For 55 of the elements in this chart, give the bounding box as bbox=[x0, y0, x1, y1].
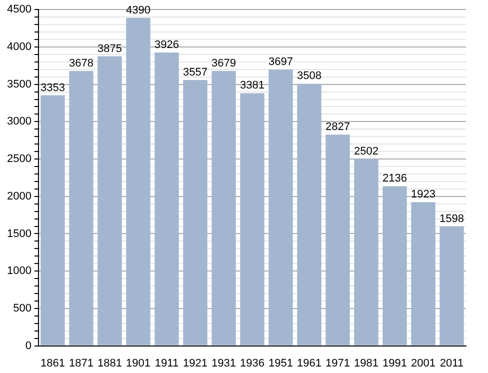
x-tick-label: 1871 bbox=[68, 357, 94, 370]
x-tick-label: 1971 bbox=[326, 357, 350, 370]
y-tick-label: 4000 bbox=[6, 40, 32, 53]
data-label: 4390 bbox=[126, 4, 150, 16]
bar bbox=[411, 202, 436, 346]
x-tick-label: 1921 bbox=[182, 357, 208, 370]
data-label: 2136 bbox=[382, 172, 407, 185]
y-tick-label: 1500 bbox=[6, 228, 32, 240]
bar bbox=[212, 70, 236, 346]
bar bbox=[126, 18, 150, 346]
data-label: 3697 bbox=[268, 56, 293, 68]
bar bbox=[440, 226, 464, 346]
y-tick-label: 3000 bbox=[6, 116, 32, 128]
bar bbox=[98, 56, 122, 346]
y-tick-label: 0 bbox=[25, 340, 32, 352]
x-tick-label: 2001 bbox=[411, 357, 436, 370]
data-label: 3508 bbox=[296, 70, 322, 82]
data-label: 3679 bbox=[211, 57, 236, 70]
bar bbox=[297, 84, 322, 346]
y-tick-label: 2500 bbox=[6, 153, 32, 166]
x-tick-label: 2011 bbox=[440, 357, 464, 370]
y-tick-label: 1000 bbox=[6, 265, 32, 278]
y-tick-label: 500 bbox=[13, 302, 32, 314]
x-tick-label: 1981 bbox=[354, 357, 378, 370]
x-tick-label: 1991 bbox=[382, 357, 407, 370]
x-tick-label: 1881 bbox=[97, 357, 122, 370]
x-tick-label: 1961 bbox=[296, 357, 322, 370]
x-tick-label: 1951 bbox=[268, 357, 293, 370]
data-label: 3678 bbox=[68, 58, 94, 70]
bar bbox=[240, 93, 264, 346]
data-label: 3381 bbox=[240, 80, 264, 92]
y-tick-label: 4500 bbox=[6, 4, 32, 16]
x-tick-label: 1931 bbox=[211, 357, 236, 370]
data-label: 3557 bbox=[182, 66, 208, 79]
x-tick-label: 1911 bbox=[154, 357, 179, 370]
data-label: 3353 bbox=[40, 82, 65, 94]
data-label: 1923 bbox=[411, 188, 436, 201]
bar bbox=[268, 70, 293, 346]
data-label: 3926 bbox=[154, 39, 179, 52]
data-label: 2502 bbox=[354, 145, 378, 158]
bar bbox=[382, 186, 407, 346]
data-label: 1598 bbox=[440, 212, 464, 225]
data-label: 3875 bbox=[97, 42, 122, 55]
bar bbox=[69, 71, 94, 346]
y-tick-label: 2000 bbox=[6, 190, 32, 202]
x-tick-label: 1901 bbox=[126, 357, 150, 370]
bar bbox=[354, 158, 378, 346]
bar bbox=[183, 80, 208, 346]
bar bbox=[326, 134, 350, 346]
data-label: 2827 bbox=[326, 121, 350, 134]
bar bbox=[154, 52, 179, 346]
x-tick-label: 1861 bbox=[40, 357, 65, 370]
y-tick-label: 3500 bbox=[6, 78, 32, 90]
x-tick-label: 1936 bbox=[240, 357, 264, 370]
bar bbox=[40, 95, 65, 346]
